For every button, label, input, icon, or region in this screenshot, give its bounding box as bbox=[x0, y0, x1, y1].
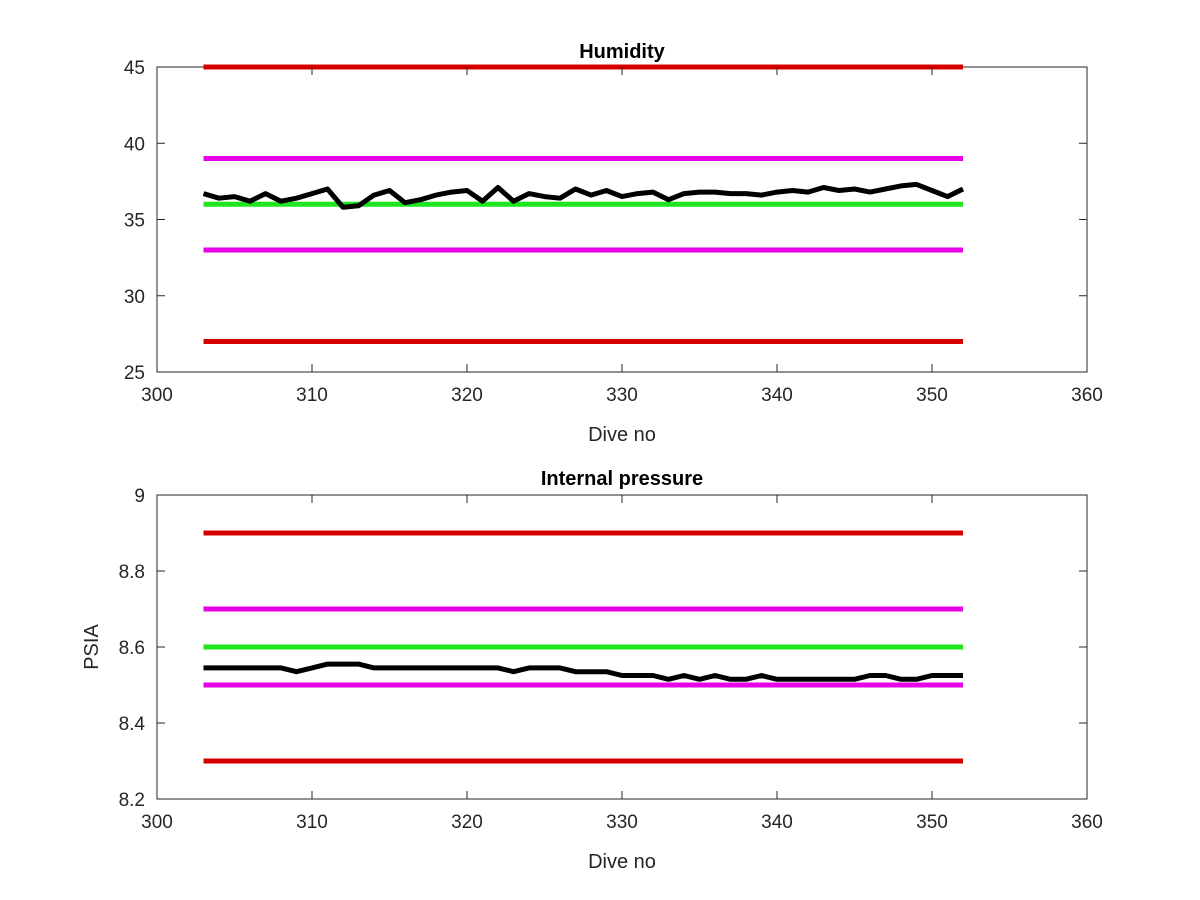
humidity-series-layer bbox=[202, 181, 965, 210]
internal-pressure-x-tick-label: 350 bbox=[916, 812, 948, 833]
internal-pressure-y-tick-label: 8.8 bbox=[119, 562, 145, 583]
humidity-series-line-0 bbox=[202, 181, 965, 210]
internal-pressure-x-tick-label: 360 bbox=[1071, 812, 1103, 833]
internal-pressure-y-tick-label: 8.4 bbox=[119, 714, 146, 735]
internal-pressure-chart-title: Internal pressure bbox=[541, 468, 703, 490]
internal-pressure-y-tick-label: 9 bbox=[134, 486, 145, 507]
internal-pressure-x-tick-label: 300 bbox=[141, 812, 173, 833]
humidity-x-axis-title: Dive no bbox=[588, 424, 656, 446]
humidity-x-tick-label: 360 bbox=[1071, 385, 1103, 406]
internal-pressure-x-tick-label: 330 bbox=[606, 812, 638, 833]
humidity-y-tick-label: 35 bbox=[124, 211, 145, 232]
internal-pressure-x-tick-label: 320 bbox=[451, 812, 483, 833]
internal-pressure-series-line-0 bbox=[203, 661, 963, 682]
humidity-x-tick-label: 350 bbox=[916, 385, 948, 406]
internal-pressure-x-tick-label: 340 bbox=[761, 812, 793, 833]
internal-pressure-threshold-lines bbox=[203, 530, 963, 764]
humidity-plot-area bbox=[156, 66, 1088, 373]
internal-pressure-axis-ticks: 300 310 320 330 340 350 360 8.2 8.4 8.6 8.8 9 bbox=[119, 486, 1103, 833]
internal-pressure-series-layer bbox=[203, 661, 963, 682]
internal-pressure-y-axis-title: PSIA bbox=[81, 624, 103, 670]
humidity-y-tick-label: 40 bbox=[124, 134, 145, 155]
humidity-threshold-lines bbox=[203, 64, 963, 344]
humidity-y-tick-label: 30 bbox=[124, 287, 145, 308]
internal-pressure-panel: 300 310 320 330 340 350 360 8.2 8.4 8.6 8.8 9 Inter… bbox=[81, 468, 1103, 873]
humidity-axis-ticks: 300 310 320 330 340 350 360 25 30 35 40 45 bbox=[124, 58, 1103, 406]
humidity-x-tick-label: 300 bbox=[141, 385, 173, 406]
internal-pressure-x-tick-label: 310 bbox=[296, 812, 328, 833]
internal-pressure-y-tick-label: 8.2 bbox=[119, 790, 145, 811]
humidity-y-tick-label: 25 bbox=[124, 363, 145, 384]
internal-pressure-x-axis-title: Dive no bbox=[588, 851, 656, 873]
humidity-chart-title: Humidity bbox=[579, 41, 665, 63]
internal-pressure-y-tick-label: 8.6 bbox=[119, 638, 145, 659]
humidity-x-tick-label: 330 bbox=[606, 385, 638, 406]
humidity-x-tick-label: 320 bbox=[451, 385, 483, 406]
humidity-y-tick-label: 45 bbox=[124, 58, 145, 79]
humidity-x-tick-label: 310 bbox=[296, 385, 328, 406]
humidity-x-tick-label: 340 bbox=[761, 385, 793, 406]
humidity-panel: 300 310 320 330 340 350 360 25 30 35 40 45 Humidity… bbox=[124, 41, 1103, 446]
